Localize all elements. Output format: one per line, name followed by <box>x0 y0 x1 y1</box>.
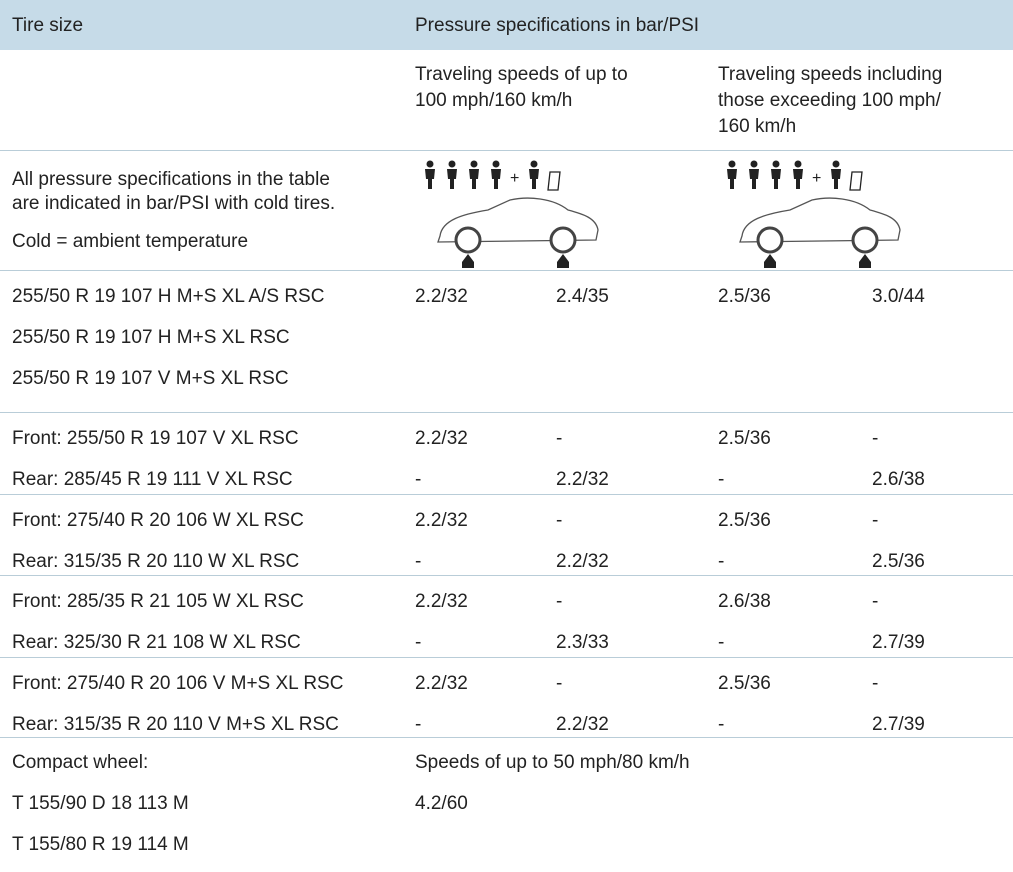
column-subheader: Traveling speeds of up to <box>415 64 628 85</box>
tire-size: Front: 275/40 R 20 106 V M+S XL RSC <box>12 673 344 694</box>
tire-size: Front: 285/35 R 21 105 W XL RSC <box>12 591 304 612</box>
tire-size: T 155/80 R 19 114 M <box>12 834 189 855</box>
column-subheader: those exceeding 100 mph/ <box>718 90 941 111</box>
column-header: Tire size <box>12 15 84 36</box>
speed-note: Speeds of up to 50 mph/80 km/h <box>415 752 690 773</box>
row-separator <box>0 737 1013 738</box>
pressure-value: 2.4/35 <box>556 286 609 307</box>
pressure-value: 2.7/39 <box>872 714 925 735</box>
svg-text:+: + <box>510 170 519 187</box>
load-illustration: + <box>425 160 599 268</box>
pressure-value: 2.5/36 <box>872 551 925 572</box>
load-illustration: + <box>727 160 901 268</box>
pressure-value: - <box>872 510 879 531</box>
pressure-value: - <box>556 428 563 449</box>
pressure-value: - <box>556 591 563 612</box>
pressure-value: 2.2/32 <box>556 551 609 572</box>
pressure-value: 2.2/32 <box>556 469 609 490</box>
pressure-value: 2.2/32 <box>415 510 468 531</box>
column-subheader: 160 km/h <box>718 116 797 137</box>
header-band <box>0 0 1013 50</box>
pressure-value: 2.2/32 <box>415 591 468 612</box>
column-subheader: Traveling speeds including <box>718 64 943 85</box>
tire-size: Front: 255/50 R 19 107 V XL RSC <box>12 428 299 449</box>
note: are indicated in bar/PSI with cold tires… <box>12 193 336 214</box>
tire-size: 255/50 R 19 107 H M+S XL RSC <box>12 327 290 348</box>
svg-text:+: + <box>812 170 821 187</box>
pressure-value: 2.6/38 <box>718 591 771 612</box>
row-separator <box>0 270 1013 271</box>
pressure-value: - <box>556 510 563 531</box>
column-subheader: 100 mph/160 km/h <box>415 90 573 111</box>
pressure-value: 4.2/60 <box>415 793 468 814</box>
pressure-value: - <box>718 469 725 490</box>
pressure-value: - <box>718 714 725 735</box>
tire-size: 255/50 R 19 107 V M+S XL RSC <box>12 368 289 389</box>
column-header: Pressure specifications in bar/PSI <box>415 15 700 36</box>
pressure-value: - <box>872 591 879 612</box>
note: All pressure specifications in the table <box>12 169 330 190</box>
pressure-value: 2.2/32 <box>415 673 468 694</box>
tire-size: Rear: 315/35 R 20 110 W XL RSC <box>12 551 300 572</box>
pressure-value: 2.5/36 <box>718 286 771 307</box>
note: Cold = ambient temperature <box>12 231 249 252</box>
pressure-value: - <box>415 469 422 490</box>
pressure-value: 2.2/32 <box>556 714 609 735</box>
pressure-value: - <box>415 632 422 653</box>
pressure-value: 2.5/36 <box>718 510 771 531</box>
row-separator <box>0 150 1013 151</box>
pressure-value: 2.6/38 <box>872 469 925 490</box>
pressure-value: 3.0/44 <box>872 286 925 307</box>
tire-size: T 155/90 D 18 113 M <box>12 793 189 814</box>
row-separator <box>0 657 1013 658</box>
pressure-value: - <box>872 673 879 694</box>
pressure-value: - <box>718 551 725 572</box>
pressure-value: - <box>415 551 422 572</box>
pressure-value: - <box>872 428 879 449</box>
pressure-value: 2.2/32 <box>415 428 468 449</box>
row-separator <box>0 412 1013 413</box>
tire-size: Front: 275/40 R 20 106 W XL RSC <box>12 510 304 531</box>
tire-size: Rear: 325/30 R 21 108 W XL RSC <box>12 632 301 653</box>
pressure-value: 2.2/32 <box>415 286 468 307</box>
pressure-value: 2.5/36 <box>718 428 771 449</box>
pressure-value: 2.7/39 <box>872 632 925 653</box>
pressure-value: - <box>415 714 422 735</box>
tire-size: Compact wheel: <box>12 752 149 773</box>
row-separator <box>0 575 1013 576</box>
tire-size: 255/50 R 19 107 H M+S XL A/S RSC <box>12 286 325 307</box>
row-separator <box>0 494 1013 495</box>
pressure-value: - <box>556 673 563 694</box>
pressure-value: - <box>718 632 725 653</box>
tire-size: Rear: 285/45 R 19 111 V XL RSC <box>12 469 293 490</box>
pressure-value: 2.5/36 <box>718 673 771 694</box>
pressure-value: 2.3/33 <box>556 632 609 653</box>
tire-size: Rear: 315/35 R 20 110 V M+S XL RSC <box>12 714 339 735</box>
